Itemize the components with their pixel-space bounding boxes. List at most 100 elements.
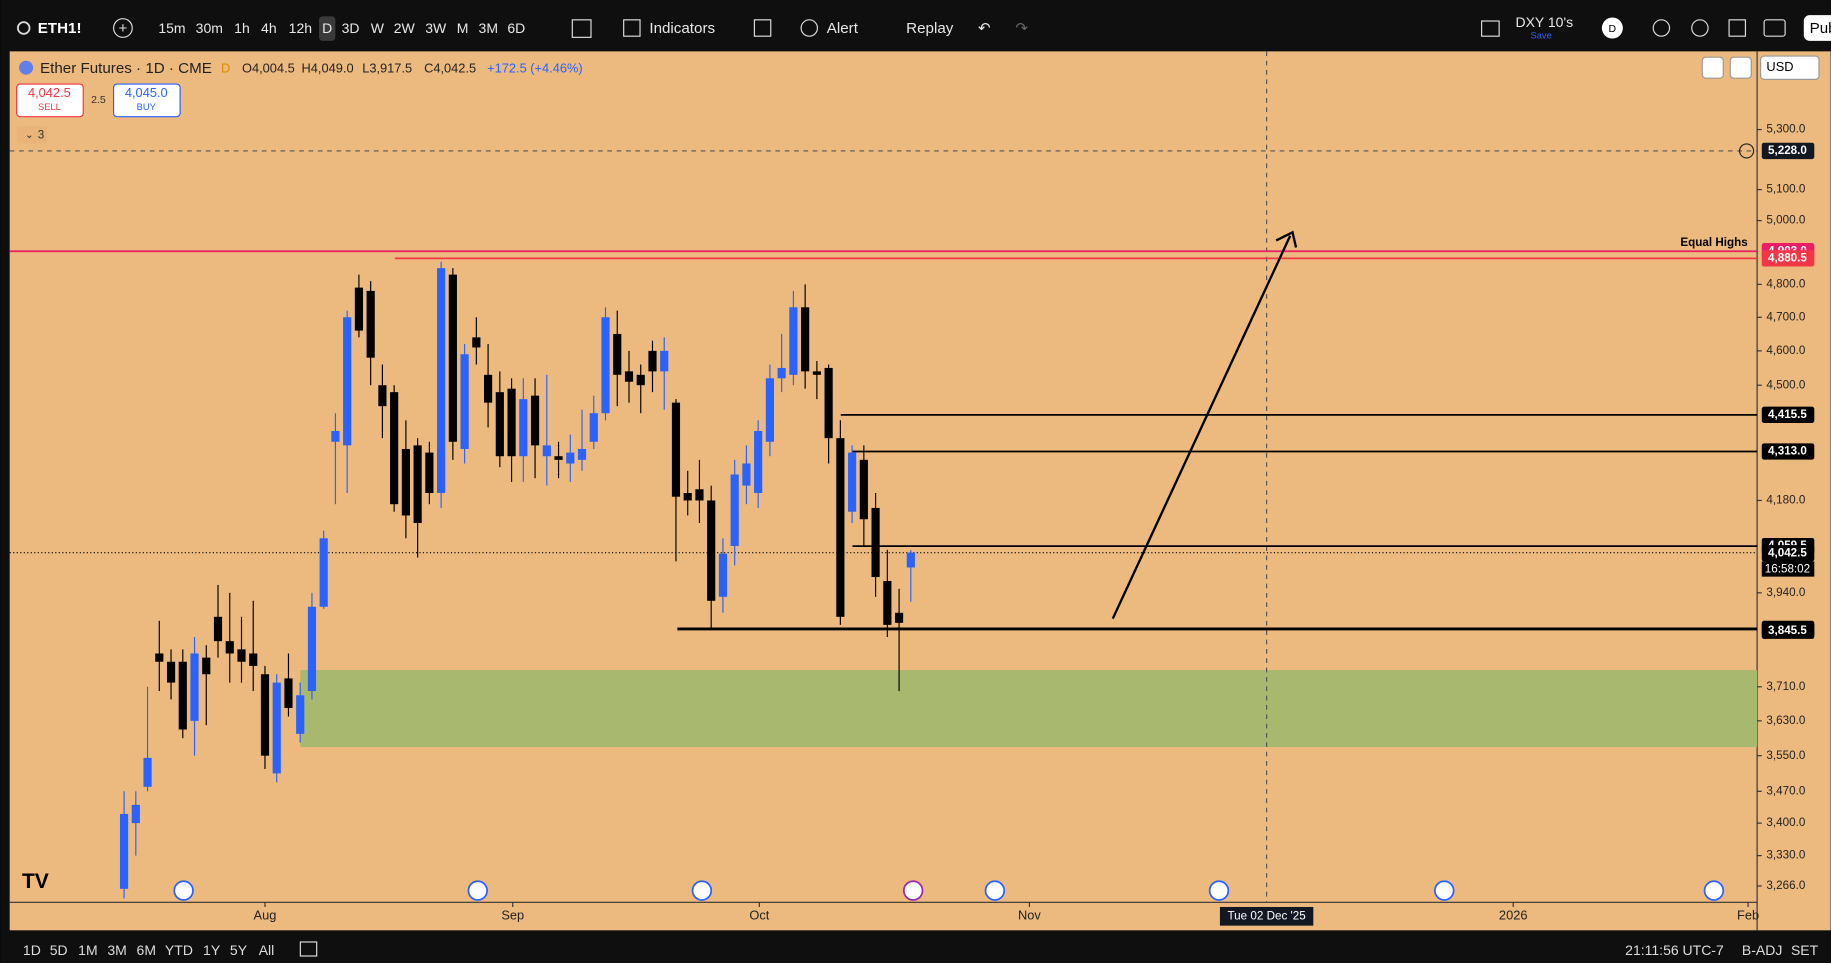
interval-button[interactable]: 4h [261,20,277,36]
layouts-icon[interactable] [753,19,772,37]
candle-body [213,616,223,642]
interval-button[interactable]: 30m [196,20,223,36]
settings-icon[interactable] [1691,19,1709,37]
event-marker[interactable] [1208,880,1230,901]
candle-body [519,399,528,457]
candle-body [495,392,504,457]
candle-body [789,307,798,375]
candle-body [613,333,622,375]
interval-button[interactable]: 2W [394,20,416,36]
candle-body [871,507,880,578]
candle-body [566,452,575,464]
add-symbol[interactable] [112,18,133,38]
candle-body [660,350,669,372]
auto-button[interactable] [1729,56,1752,79]
settlement-toggle[interactable]: SET [1791,942,1819,958]
candle-body [331,430,340,442]
event-marker[interactable] [691,880,713,901]
redo[interactable]: ↷ [1015,20,1028,37]
event-marker[interactable] [984,880,1006,901]
undo[interactable]: ↶ [978,20,991,37]
fullscreen-icon[interactable] [1728,19,1747,37]
x-tick-label: 2026 [1499,908,1528,923]
interval-button[interactable]: W [371,20,385,36]
tool-icon[interactable] [1652,19,1671,37]
scroll-button[interactable] [1701,56,1724,79]
toolbar: ETH1! + 15m 30m 1h 4h 12h D 3D W 2W 3W M 3M 6D Indic… [16,14,1831,41]
publish-button[interactable]: Pub [1810,20,1831,37]
interval-button[interactable]: 1h [234,20,250,36]
snapshot-icon[interactable] [1763,19,1786,37]
chart-type-icon[interactable] [571,19,592,38]
avatar[interactable] [1601,17,1623,39]
candle-body [272,682,281,774]
add-alert-button[interactable] [1739,143,1755,159]
range-button[interactable]: 1D [23,942,41,958]
currency-box[interactable] [1760,55,1820,80]
y-tick-label: 3,630.0 [1766,714,1805,727]
candle-body [730,474,739,546]
alert-button[interactable]: Alert [827,20,859,37]
indicators-toggle[interactable] [16,126,48,144]
y-tick-label: 3,940.0 [1766,586,1805,599]
range-button[interactable]: All [259,942,275,958]
event-marker[interactable] [1434,880,1455,901]
replay-button[interactable]: Replay [906,20,954,37]
event-marker[interactable] [173,880,194,901]
range-button[interactable]: 5Y [230,942,248,958]
interval-button[interactable]: 3W [425,20,447,36]
interval-button[interactable]: D [322,20,332,36]
candle-body [883,580,892,625]
range-button[interactable]: YTD [165,942,193,958]
layout-name[interactable]: DXY 10's [1515,14,1573,30]
interval-button[interactable]: 15m [158,20,185,36]
alert-icon[interactable] [800,19,819,37]
indicators-icon[interactable] [623,19,641,37]
range-button[interactable]: 5D [50,942,68,958]
x-tick-label: Sep [501,908,524,923]
candle-body [413,445,422,524]
sell-price: 4,042.5 [28,85,71,100]
event-marker[interactable] [902,880,924,901]
indicators-button[interactable]: Indicators [649,20,715,37]
range-button[interactable]: 1M [78,942,97,958]
candle-body [472,337,481,348]
price-label: 4,880.5 [1768,251,1807,264]
sell-button[interactable] [16,83,84,118]
y-tick-label: 4,700.0 [1766,310,1805,323]
projection-arrow [1111,235,1292,620]
candle-body [671,402,681,497]
interval-button[interactable]: 12h [289,20,312,36]
candle-body [425,452,434,493]
event-marker[interactable] [1703,880,1725,901]
interval-button[interactable]: 6D [507,20,525,36]
search-icon[interactable] [16,21,31,35]
candle-body [378,385,387,407]
adjust-toggle[interactable]: B-ADJ [1742,942,1782,958]
layout-icon[interactable] [1481,20,1500,37]
publish-button-bg[interactable] [1803,15,1831,41]
symbol[interactable]: ETH1! [38,20,82,37]
interval-button[interactable]: 3D [342,20,360,36]
interval-button[interactable]: M [457,20,469,36]
candle-body [906,552,915,568]
range-button[interactable]: 1Y [203,942,221,958]
date-range-icon[interactable] [299,941,318,957]
range-button[interactable]: 3M [107,942,126,958]
projection-arrow-head [1275,230,1298,248]
candle-body [801,307,810,372]
range-button[interactable]: 6M [137,942,156,958]
x-tick-label: Oct [749,908,769,923]
buy-button[interactable] [112,83,181,118]
y-tick-label: 3,470.0 [1766,784,1805,797]
interval-button[interactable]: 3M [479,20,498,36]
spread: 2.5 [91,94,106,106]
tv-logo[interactable]: TV [22,870,49,893]
candle-body [166,661,176,683]
currency[interactable]: USD [1766,59,1793,74]
save-label[interactable]: Save [1531,31,1552,41]
range-buttons: 1D 5D 1M 3M 6M YTD 1Y 5Y All [23,942,274,958]
event-marker[interactable] [467,880,488,901]
price-label: 4,313.0 [1768,445,1807,458]
ohlc-change: +172.5 (+4.46%) [487,60,583,75]
